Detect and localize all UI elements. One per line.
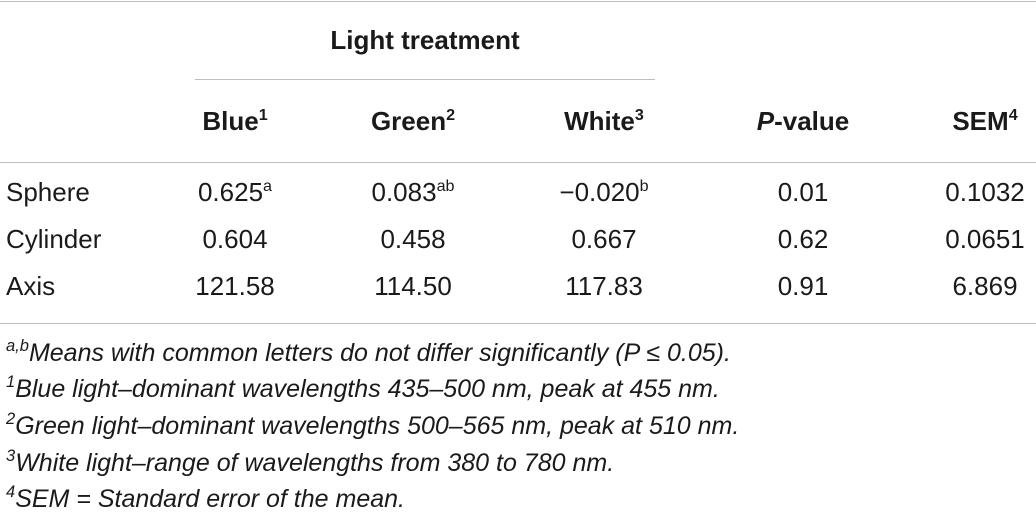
table-cell: 6.869 [952, 271, 1017, 301]
footnote-blue: 1Blue light–dominant wavelengths 435–500… [6, 374, 720, 404]
cell-value: 0.667 [571, 224, 637, 254]
col-header-italic-prefix: P [756, 106, 775, 136]
cell-value: 0.083 [371, 177, 437, 207]
cell-value: 0.458 [380, 224, 446, 254]
col-header-sup: 3 [634, 106, 644, 125]
footnote-marker: 2 [6, 410, 16, 429]
table-cell: 0.083ab [372, 177, 455, 207]
footnote-text: Green light–dominant wavelengths 500–565… [15, 412, 740, 440]
col-header-label: Green [370, 106, 447, 136]
footnote-text: White light–range of wavelengths from 38… [15, 449, 615, 477]
cell-value: 0.01 [777, 177, 829, 207]
footnote-significance: a,bMeans with common letters do not diff… [6, 338, 731, 368]
col-header-label: Blue [202, 106, 259, 136]
table-bottom-rule [0, 323, 1036, 324]
cell-value: 0.604 [202, 224, 268, 254]
cell-value: 0.1032 [945, 177, 1025, 207]
table-cell: 0.604 [202, 224, 267, 254]
table-cell: 117.83 [565, 271, 643, 301]
table-cell: 0.667 [571, 224, 636, 254]
cell-value: 117.83 [565, 271, 643, 301]
col-header-p-value: P-value [757, 106, 850, 136]
table-cell: 114.50 [374, 271, 452, 301]
col-header-blue: Blue1 [202, 106, 267, 136]
col-header-sup: 2 [446, 106, 456, 125]
cell-value: 121.58 [195, 271, 275, 301]
cell-value: 0.91 [777, 271, 829, 301]
column-header-rule [0, 162, 1036, 163]
table-cell: 121.58 [195, 271, 275, 301]
group-header-underline [195, 79, 655, 80]
table-cell: 0.1032 [945, 177, 1025, 207]
table-cell: 0.62 [778, 224, 829, 254]
col-header-label: -value [774, 106, 850, 136]
footnote-marker: 3 [6, 447, 16, 466]
cell-value: −0.020 [559, 177, 640, 207]
table-cell: 0.91 [778, 271, 829, 301]
footnote-text: SEM = Standard error of the mean. [15, 485, 405, 513]
footnote-sem: 4SEM = Standard error of the mean. [6, 484, 405, 514]
footnote-marker: 4 [6, 483, 16, 502]
cell-value: 6.869 [952, 271, 1018, 301]
table-top-rule [0, 1, 1036, 2]
col-header-green: Green2 [371, 106, 455, 136]
cell-value: 0.62 [777, 224, 829, 254]
col-header-sup: 4 [1008, 106, 1018, 125]
footnote-white: 3White light–range of wavelengths from 3… [6, 448, 614, 478]
footnote-text: Means with common letters do not differ … [28, 339, 731, 367]
footnote-text: Blue light–dominant wavelengths 435–500 … [15, 375, 720, 403]
table-cell: 0.625a [198, 177, 272, 207]
cell-value: 0.0651 [945, 224, 1025, 254]
col-header-sem: SEM4 [952, 106, 1017, 136]
cell-sup: ab [436, 177, 455, 196]
col-header-label: SEM [952, 106, 1009, 136]
cell-sup: a [263, 177, 273, 196]
table-cell: 0.458 [380, 224, 445, 254]
cell-value: 114.50 [374, 271, 452, 301]
row-label-axis: Axis [6, 271, 56, 301]
row-label-cylinder: Cylinder [6, 224, 102, 254]
row-label-sphere: Sphere [6, 177, 90, 207]
table-cell: 0.0651 [945, 224, 1025, 254]
footnote-marker: a,b [6, 337, 29, 356]
footnote-green: 2Green light–dominant wavelengths 500–56… [6, 411, 739, 441]
group-header-light-treatment: Light treatment [330, 25, 520, 55]
cell-value: 0.625 [197, 177, 264, 207]
col-header-sup: 1 [258, 106, 268, 125]
col-header-white: White3 [564, 106, 644, 136]
table-cell: 0.01 [778, 177, 829, 207]
col-header-label: White [564, 106, 635, 136]
cell-sup: b [639, 177, 649, 196]
footnote-marker: 1 [6, 373, 16, 392]
table-cell: −0.020b [559, 177, 648, 207]
